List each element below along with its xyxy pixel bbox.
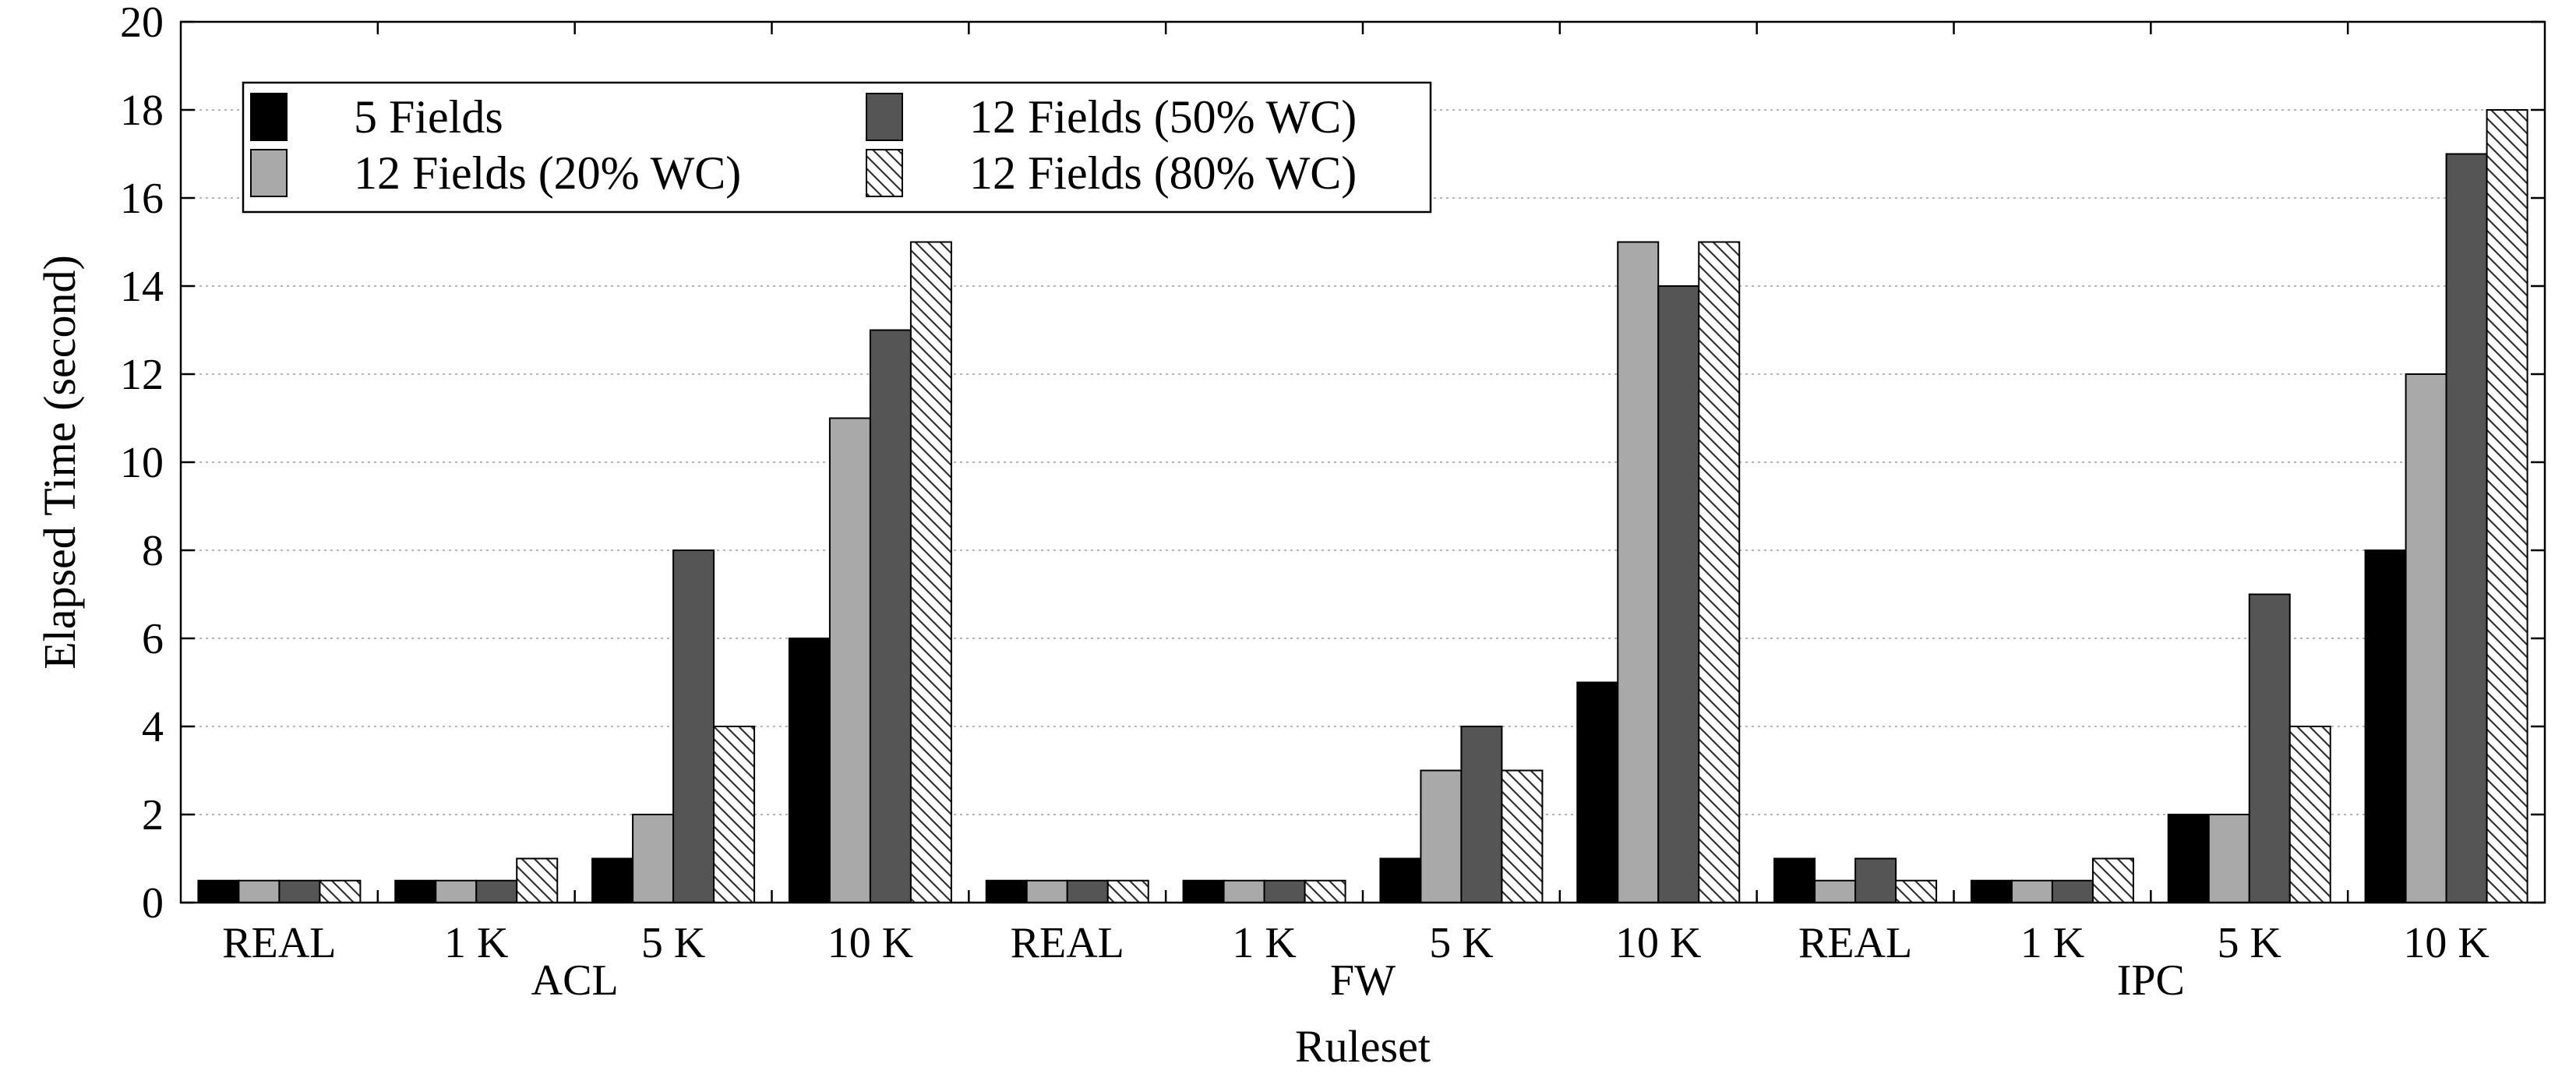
y-axis-title: Elapsed Time (second) xyxy=(34,255,85,670)
y-tick-label: 12 xyxy=(120,351,164,399)
bar xyxy=(2207,814,2250,903)
bar xyxy=(1066,879,1109,903)
bar xyxy=(713,726,756,903)
bar xyxy=(2010,879,2053,903)
bar xyxy=(2445,153,2488,903)
bar xyxy=(2051,879,2094,903)
bar xyxy=(1025,879,1068,903)
bar xyxy=(1617,241,1660,903)
x-tick-label: 1 K xyxy=(444,919,508,967)
y-tick-label: 8 xyxy=(142,527,164,575)
bar xyxy=(788,638,831,903)
bar xyxy=(909,241,952,903)
bar xyxy=(2405,373,2447,903)
bar xyxy=(1106,879,1149,903)
bar xyxy=(672,550,715,903)
bar xyxy=(1854,857,1897,903)
x-tick-label: 5 K xyxy=(1429,919,1493,967)
y-tick-label: 10 xyxy=(120,439,164,487)
bar xyxy=(319,879,362,903)
bar xyxy=(238,879,281,903)
bar xyxy=(1460,726,1503,903)
x-axis-title: Ruleset xyxy=(1295,1021,1431,1072)
x-tick-label: 5 K xyxy=(2218,919,2281,967)
y-tick-label: 6 xyxy=(142,615,164,663)
bar xyxy=(197,879,240,903)
y-tick-label: 18 xyxy=(120,87,164,135)
bar xyxy=(2167,814,2210,903)
legend-label: 5 Fields xyxy=(354,91,503,143)
bar xyxy=(435,879,478,903)
bar xyxy=(985,879,1028,903)
bar xyxy=(1698,241,1741,903)
x-tick-label: REAL xyxy=(222,919,336,967)
bar xyxy=(2091,857,2134,903)
group-label: ACL xyxy=(531,956,619,1005)
bar xyxy=(1304,879,1346,903)
bar xyxy=(828,417,871,903)
bar xyxy=(1970,879,2013,903)
bar xyxy=(2486,109,2528,903)
x-tick-label: 1 K xyxy=(1232,919,1296,967)
bar xyxy=(278,879,321,903)
x-tick-label: 10 K xyxy=(2403,919,2489,967)
bar xyxy=(2248,593,2291,903)
legend-swatch xyxy=(250,93,288,141)
bar xyxy=(1773,857,1816,903)
bar xyxy=(516,857,559,903)
y-tick-label: 2 xyxy=(142,791,164,839)
legend-label: 12 Fields (50% WC) xyxy=(969,91,1357,143)
legend-label: 12 Fields (20% WC) xyxy=(354,147,741,199)
x-tick-label: 1 K xyxy=(2020,919,2084,967)
bar xyxy=(1501,769,1544,903)
legend-swatch xyxy=(866,149,903,197)
bar xyxy=(1223,879,1265,903)
bar xyxy=(1420,769,1463,903)
bar xyxy=(1814,879,1857,903)
bar xyxy=(2364,550,2407,903)
bar xyxy=(394,879,437,903)
legend-box xyxy=(242,81,1432,214)
bar xyxy=(1182,879,1225,903)
bar xyxy=(2288,726,2331,903)
bar xyxy=(632,814,675,903)
y-tick-label: 16 xyxy=(120,175,164,223)
legend-label: 12 Fields (80% WC) xyxy=(969,147,1357,199)
bar xyxy=(1263,879,1306,903)
x-tick-label: 10 K xyxy=(1615,919,1701,967)
bar xyxy=(1895,879,1938,903)
x-tick-label: REAL xyxy=(1011,919,1124,967)
bar xyxy=(869,329,912,903)
y-tick-label: 14 xyxy=(120,263,164,311)
bar xyxy=(1379,857,1422,903)
bar xyxy=(1657,285,1700,903)
bar xyxy=(1576,681,1619,903)
y-tick-label: 20 xyxy=(120,0,164,47)
plot-frame xyxy=(179,20,2546,904)
x-tick-label: 10 K xyxy=(827,919,913,967)
y-tick-label: 4 xyxy=(142,703,164,751)
group-label: IPC xyxy=(2117,956,2185,1005)
legend-swatch xyxy=(250,149,288,197)
group-label: FW xyxy=(1330,956,1396,1005)
x-tick-label: 5 K xyxy=(641,919,705,967)
legend-swatch xyxy=(866,93,903,141)
bar xyxy=(475,879,518,903)
bar xyxy=(591,857,634,903)
y-tick-label: 0 xyxy=(142,879,164,928)
x-tick-label: REAL xyxy=(1798,919,1912,967)
